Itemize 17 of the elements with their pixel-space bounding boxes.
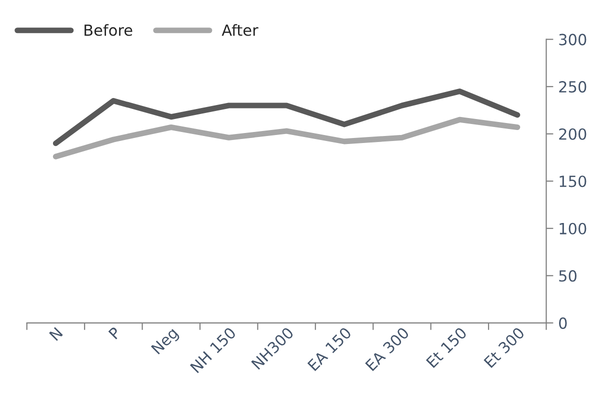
x-tick-label: EA 300 (364, 326, 410, 372)
x-tick-label: P (108, 326, 122, 340)
x-tick-label: N (49, 327, 63, 341)
x-tick-label: NH 150 (190, 326, 236, 374)
y-tick-label: 0 (559, 317, 567, 329)
y-tick-label: 100 (560, 222, 586, 234)
y-tick-label: 50 (559, 270, 576, 282)
x-tick-label: EA 150 (307, 326, 352, 372)
x-tick-label: Et 150 (426, 326, 468, 368)
x-tick-label: Et 300 (484, 326, 526, 368)
legend-label: Before (84, 24, 132, 36)
x-tick-label: Neg (150, 327, 181, 357)
y-tick-label: 200 (559, 128, 586, 140)
y-tick-label: 150 (560, 176, 586, 188)
y-tick-label: 300 (559, 34, 586, 46)
legend-label: After (222, 24, 258, 36)
y-tick-label: 250 (559, 81, 586, 93)
